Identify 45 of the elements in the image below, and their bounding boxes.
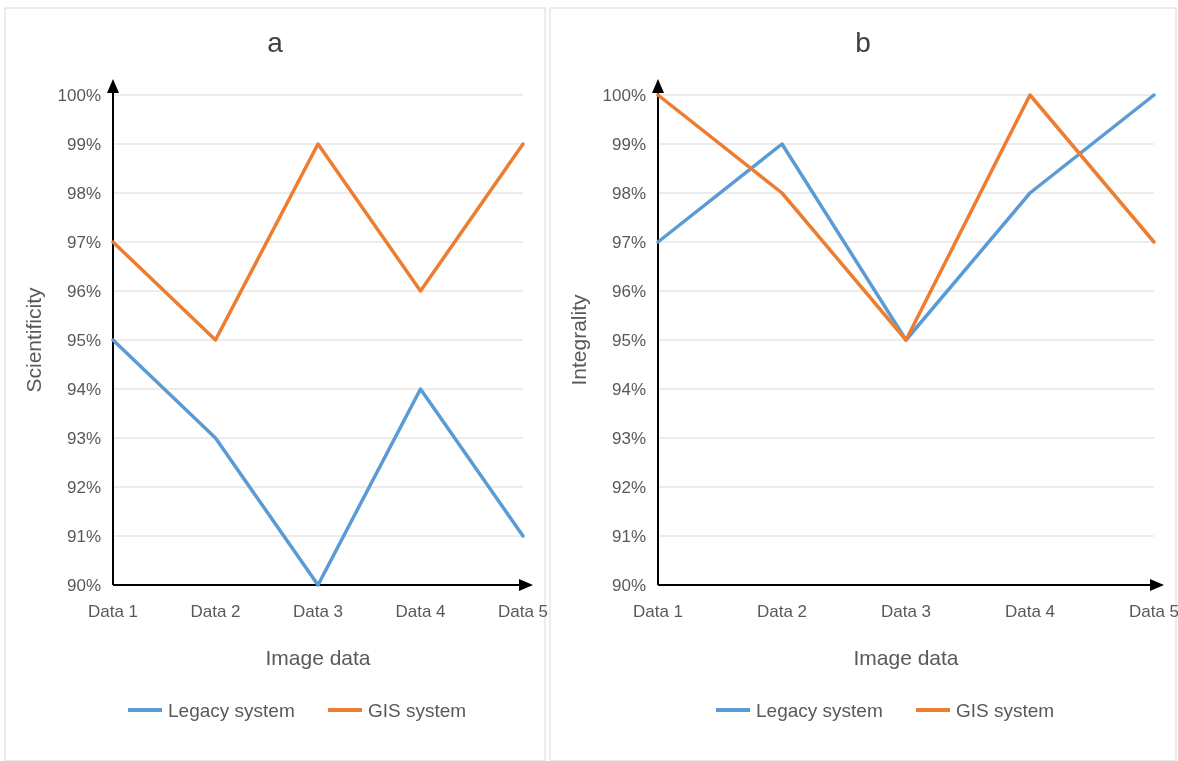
line-series [656,93,1156,342]
y-axis-title: Integrality [567,293,590,386]
x-tick-label: Data 3 [880,602,932,621]
y-tick-label: 91% [611,526,646,546]
y-tick-label: 99% [66,134,101,154]
x-tick-label: Data 5 [1128,602,1178,621]
y-tick-label: 96% [66,281,101,301]
x-tick-label: Data 5 [497,602,549,621]
y-tick-label: 91% [66,526,101,546]
y-tick-label: 94% [611,379,646,399]
legend-label: Legacy system [756,699,883,721]
x-axis-title: Image data [265,646,371,669]
y-tick-label: 100% [602,85,646,105]
y-tick-label: 92% [66,477,101,497]
y-tick-label: 95% [66,330,101,350]
y-tick-label: 98% [611,183,646,203]
y-tick-label: 90% [66,575,101,595]
x-tick-label: Data 4 [395,602,446,621]
x-axis-title: Image data [853,646,959,669]
x-tick-label: Data 2 [756,602,808,621]
y-tick-label: 94% [66,379,101,399]
x-tick-label: Data 2 [190,602,241,621]
y-tick-label: 98% [66,183,101,203]
y-tick-label: 90% [611,575,646,595]
y-tick-label: 95% [611,330,646,350]
y-tick-label: 97% [611,232,646,252]
y-tick-label: 93% [66,428,101,448]
y-tick-label: 97% [66,232,101,252]
legend-label: GIS system [956,699,1055,721]
legend-label: GIS system [368,699,467,721]
chart-title: a [267,27,284,58]
y-tick-label: 99% [611,134,646,154]
y-tick-label: 100% [57,85,101,105]
chart-title: b [855,27,871,58]
y-axis-title: Scientificity [22,286,45,393]
line-series [111,338,525,587]
y-tick-label: 92% [611,477,646,497]
x-tick-label: Data 1 [632,602,684,621]
x-tick-label: Data 3 [292,602,344,621]
x-tick-label: Data 1 [87,602,139,621]
y-tick-label: 96% [611,281,646,301]
legend-label: Legacy system [168,699,295,721]
y-tick-label: 93% [611,428,646,448]
x-tick-label: Data 4 [1004,602,1056,621]
line-series [111,142,525,342]
